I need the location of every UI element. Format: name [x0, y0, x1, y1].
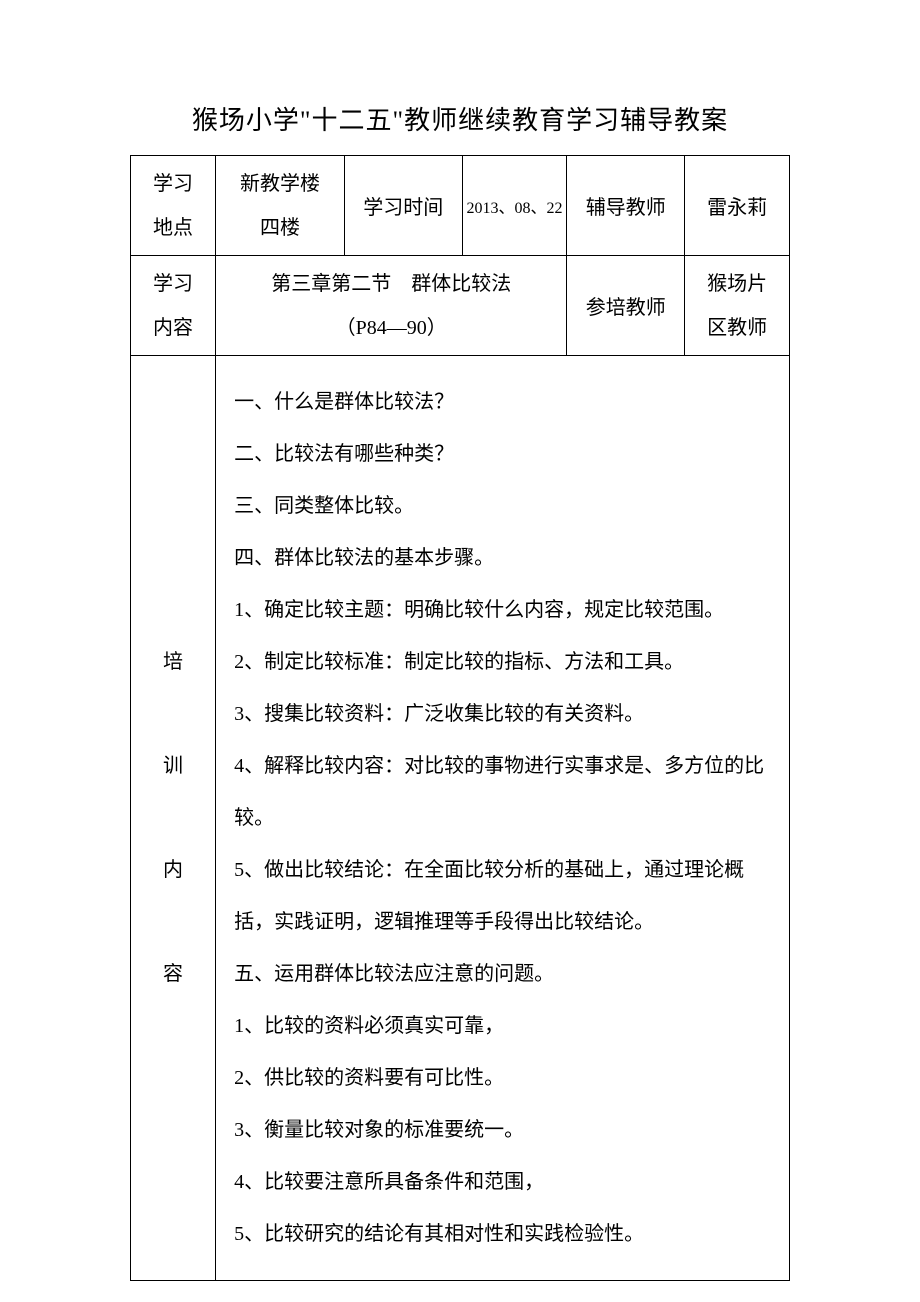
label-text: 学习: [153, 173, 193, 195]
content-line: 四、群体比较法的基本步骤。: [234, 532, 771, 584]
value-text: 猴场片: [707, 273, 767, 295]
value-text: （P84—90）: [336, 317, 447, 339]
content-line: 2、供比较的资料要有可比性。: [234, 1052, 771, 1104]
content-line: 五、运用群体比较法应注意的问题。: [234, 948, 771, 1000]
value-participants: 猴场片 区教师: [685, 256, 790, 356]
content-line: 一、什么是群体比较法？: [234, 376, 771, 428]
content-line: 5、比较研究的结论有其相对性和实践检验性。: [234, 1208, 771, 1260]
value-date: 2013、08、22: [462, 156, 567, 256]
value-content-title: 第三章第二节 群体比较法 （P84—90）: [216, 256, 567, 356]
value-text: 区教师: [707, 317, 767, 339]
content-line: 4、比较要注意所具备条件和范围，: [234, 1156, 771, 1208]
label-participants: 参培教师: [567, 256, 685, 356]
label-text: 学习: [153, 273, 193, 295]
content-line: 3、搜集比较资料：广泛收集比较的有关资料。: [234, 688, 771, 740]
label-text: 容: [163, 963, 183, 985]
body-row: 培 训 内 容 一、什么是群体比较法？ 二、比较法有哪些种类？ 三、同类整体比较…: [131, 356, 790, 1281]
label-text: 训: [163, 755, 183, 777]
value-tutor: 雷永莉: [685, 156, 790, 256]
value-location: 新教学楼 四楼: [216, 156, 345, 256]
content-line: 三、同类整体比较。: [234, 480, 771, 532]
content-line: 2、制定比较标准：制定比较的指标、方法和工具。: [234, 636, 771, 688]
label-text: 内: [163, 859, 183, 881]
content-line: 5、做出比较结论：在全面比较分析的基础上，通过理论概括，实践证明，逻辑推理等手段…: [234, 844, 771, 948]
content-line: 4、解释比较内容：对比较的事物进行实事求是、多方位的比较。: [234, 740, 771, 844]
label-text: 培: [163, 651, 183, 673]
content-line: 3、衡量比较对象的标准要统一。: [234, 1104, 771, 1156]
value-text: 第三章第二节 群体比较法: [271, 273, 511, 295]
page-title: 猴场小学"十二五"教师继续教育学习辅导教案: [130, 100, 790, 137]
content-line: 1、确定比较主题：明确比较什么内容，规定比较范围。: [234, 584, 771, 636]
value-text: 四楼: [260, 217, 300, 239]
label-study-content: 学习 内容: [131, 256, 216, 356]
label-text: 内容: [153, 317, 193, 339]
header-row-2: 学习 内容 第三章第二节 群体比较法 （P84—90） 参培教师 猴场片 区教师: [131, 256, 790, 356]
training-content-body: 一、什么是群体比较法？ 二、比较法有哪些种类？ 三、同类整体比较。 四、群体比较…: [216, 356, 790, 1281]
label-study-time: 学习时间: [344, 156, 462, 256]
label-training-content: 培 训 内 容: [131, 356, 216, 1281]
header-row-1: 学习 地点 新教学楼 四楼 学习时间 2013、08、22 辅导教师 雷永莉: [131, 156, 790, 256]
lesson-plan-table: 学习 地点 新教学楼 四楼 学习时间 2013、08、22 辅导教师 雷永莉 学…: [130, 155, 790, 1281]
label-tutor: 辅导教师: [567, 156, 685, 256]
value-text: 新教学楼: [240, 173, 320, 195]
label-study-location: 学习 地点: [131, 156, 216, 256]
content-line: 1、比较的资料必须真实可靠，: [234, 1000, 771, 1052]
label-text: 地点: [153, 217, 193, 239]
content-line: 二、比较法有哪些种类？: [234, 428, 771, 480]
